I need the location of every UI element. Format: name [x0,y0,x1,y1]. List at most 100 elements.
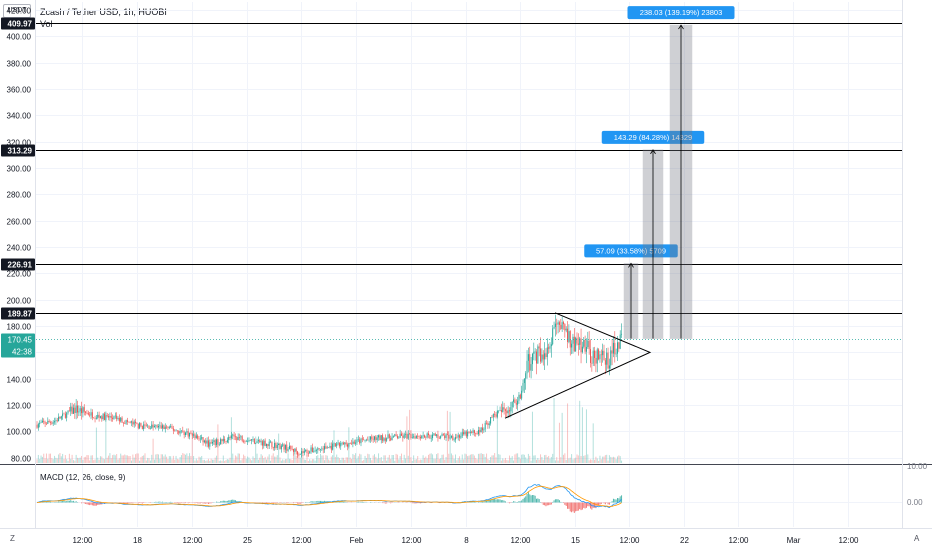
macd-histogram-bar [563,502,564,504]
volume-bar [333,430,335,463]
macd-histogram-bar [503,500,505,503]
candle-body [576,337,578,344]
macd-histogram-bar [187,502,189,504]
candle-body [230,435,232,438]
volume-bar [483,454,485,463]
y-tick-label: 100.00 [7,428,32,437]
candle-body [108,416,110,418]
volume-bar [504,457,506,463]
drawings: 57.09 (33.58%) 5709 143.29 (84.28%) 14329… [36,6,902,419]
volume-bar [468,455,470,463]
candle-body [252,439,254,440]
candle-body [368,439,370,441]
candle-body [336,443,338,447]
candle-body [378,435,380,438]
volume-bar [102,458,104,463]
volume-bar [459,456,461,463]
candle-body [201,437,203,439]
volume-bar [222,455,224,463]
macd-histogram-bar [486,500,488,503]
candle-body [492,413,494,418]
candle-body [355,442,357,444]
volume-bar [442,454,444,463]
y-tick-label: 300.00 [7,165,32,174]
candle-body [594,350,596,359]
candle-body [153,425,155,428]
candle-body [298,454,300,456]
macd-histogram-bar [275,502,277,504]
candle-body [391,436,393,441]
macd-histogram-bar [415,502,417,504]
macd-histogram-bar [125,502,127,504]
volume-bar [490,457,492,463]
candle-body [603,350,605,361]
candle-body [426,433,428,438]
volume-bar [409,409,411,463]
candle-body [114,415,116,417]
measure-label-bg [627,6,735,20]
candle-body [143,424,145,430]
volume-bar [402,460,404,463]
candle-body [417,435,419,437]
candle-body [453,439,455,441]
volume-bar [550,456,552,463]
macd-histogram-bar [205,502,207,504]
volume-bar [153,459,155,463]
volume-bar [374,454,375,463]
candle-body [137,423,139,429]
candle-body [267,444,269,447]
volume-bar [104,459,105,463]
volume-bar [444,459,446,463]
candle-body [352,441,354,445]
candle-body [151,424,153,429]
candle-body [294,448,296,452]
candle-body [450,435,452,438]
volume-bar [349,457,351,463]
volume-bar [507,460,509,463]
candle-body [374,436,375,440]
macd-histogram-bar [71,501,73,503]
candle-body [159,425,161,427]
macd-histogram-bar [618,498,620,503]
volume-bar [247,456,249,463]
macd-histogram-bar [74,501,76,503]
candle-body [195,435,197,439]
candle-body [190,432,192,434]
macd-histogram-bar [534,495,536,503]
macd-histogram-bar [325,501,327,503]
candle-body [399,433,401,438]
volume-bar [426,458,428,463]
volume-bar [394,460,396,463]
macd-histogram-bar [519,501,521,503]
volume-bar [109,453,111,463]
candle-body [379,435,381,441]
volume-bar [83,457,85,463]
volume-bar [43,453,45,463]
macd-histogram-bar [225,501,227,503]
macd-histogram-bar [70,500,72,503]
macd-histogram-bar [48,501,50,503]
candle-body [380,435,382,441]
auto-scale-button[interactable]: A [914,534,920,543]
volume-bar [536,459,537,463]
macd-histogram-bar [550,502,552,505]
macd-histogram-bar [338,501,340,503]
volume-bar [387,457,389,463]
volume-bar [326,455,328,463]
macd-histogram-bar [68,500,70,503]
volume-bar [414,459,416,463]
candle-body [315,450,317,451]
macd-histogram-bar [542,502,544,505]
volume-bar [294,454,296,463]
volume-bar [548,455,550,463]
volume-bar [365,458,367,463]
timezone-button[interactable]: Z [10,534,15,543]
candle-body [500,410,502,412]
volume-bar [314,460,316,463]
candle-body [531,353,533,365]
candle-body [344,442,346,445]
candle-body [361,438,363,440]
volume-bar [136,453,138,463]
candle-body [611,350,613,354]
